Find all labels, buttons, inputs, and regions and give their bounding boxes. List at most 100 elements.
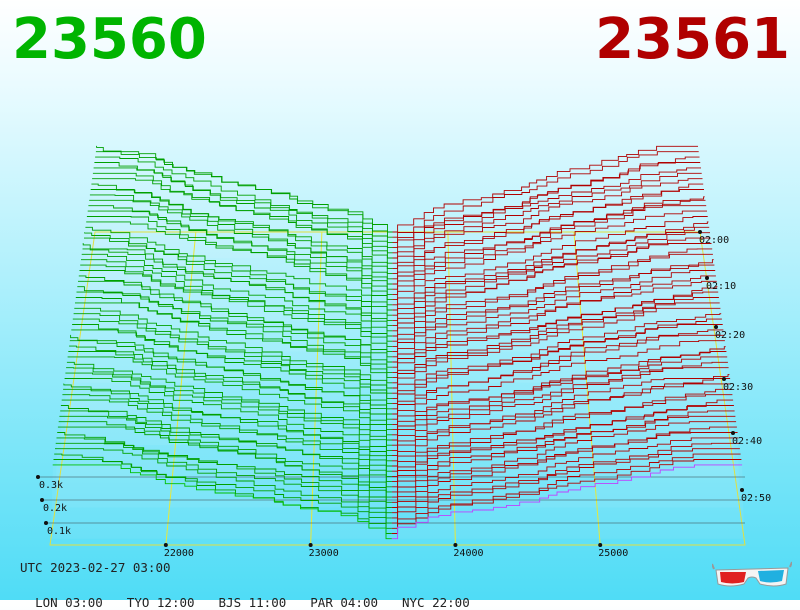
ask-depth-line	[392, 253, 713, 337]
bid-depth-line	[80, 264, 393, 347]
bid-depth-line	[78, 280, 393, 363]
ask-depth-line	[391, 453, 741, 529]
chart-lines	[52, 145, 743, 540]
price-tick-label: 22000	[164, 548, 194, 559]
bid-depth-line	[93, 167, 393, 254]
ask-depth-line	[391, 464, 743, 540]
ask-depth-line	[392, 378, 731, 457]
bid-depth-line	[59, 415, 392, 493]
bid-depth-line	[68, 351, 393, 431]
tz-london: LON 03:00	[35, 595, 103, 610]
bid-depth-line	[90, 189, 393, 275]
bid-depth-line	[81, 253, 393, 337]
bid-price: 23560	[12, 7, 207, 72]
bid-depth-line	[64, 378, 392, 457]
ask-depth-line	[392, 367, 729, 446]
ask-depth-line	[392, 340, 725, 420]
bid-depth-line	[62, 394, 392, 472]
bid-depth-line	[69, 340, 393, 420]
bid-depth-line	[87, 210, 393, 295]
ask-depth-fill	[391, 464, 745, 539]
time-tick-label: 02:10	[706, 281, 736, 292]
time-tick-label: 02:00	[699, 235, 729, 246]
bid-depth-line	[95, 151, 393, 238]
tz-newyork: NYC 22:00	[402, 595, 470, 610]
ask-depth-line	[391, 426, 737, 503]
ask-depth-line	[391, 437, 739, 514]
ask-price: 23561	[595, 7, 790, 72]
bid-depth-line	[57, 432, 392, 508]
ask-depth-line	[391, 421, 737, 498]
ask-depth-line	[392, 226, 710, 311]
ask-depth-fill	[392, 173, 704, 258]
price-gridline	[165, 231, 197, 546]
ask-depth-line	[392, 302, 720, 384]
ask-depth-line	[392, 388, 732, 467]
chart-labels: 22000 23000 24000 25000 0.1k 0.2k 0.3k 02:00 02:…	[36, 230, 771, 559]
tz-tokyo: TYO 12:00	[126, 595, 195, 610]
bid-depth-line	[57, 426, 392, 503]
bid-depth-fill	[68, 335, 393, 414]
bid-depth-line	[95, 156, 393, 243]
bid-depth-fill	[91, 173, 393, 258]
depth-tick-label: 0.2k	[43, 503, 67, 514]
ask-depth-line	[392, 280, 717, 363]
ask-depth-line	[392, 313, 722, 394]
bid-depth-line	[85, 226, 393, 311]
bid-depth-line	[72, 318, 393, 399]
bid-depth-line	[91, 183, 393, 269]
ask-depth-line	[392, 291, 719, 373]
bid-depth-line	[56, 437, 392, 514]
ask-depth-line	[392, 145, 698, 233]
ask-depth-line	[392, 374, 730, 451]
time-tick-dot	[714, 325, 718, 329]
ask-depth-line	[392, 167, 701, 254]
ask-depth-line	[392, 297, 719, 379]
ask-depth-line	[392, 270, 716, 353]
bid-depth-line	[84, 232, 393, 316]
ask-depth-line	[392, 394, 733, 472]
depth-tick-label: 0.3k	[39, 480, 63, 491]
ask-depth-line	[392, 259, 714, 342]
ask-depth-line	[392, 199, 706, 285]
bid-depth-line	[94, 162, 393, 249]
ask-depth-line	[391, 459, 742, 534]
bid-depth-line	[74, 307, 393, 389]
ask-depth-line	[392, 356, 728, 436]
ask-depth-line	[392, 307, 721, 389]
ask-depth-line	[392, 216, 708, 301]
bid-depth-fill	[55, 432, 392, 508]
ask-depth-line	[392, 351, 727, 431]
ask-depth-line	[392, 232, 710, 316]
bid-depth-line	[63, 388, 392, 467]
ask-depth-line	[391, 442, 740, 519]
time-tick-dot	[722, 377, 726, 381]
bid-depth-line	[77, 286, 393, 368]
bid-depth-line	[65, 372, 392, 451]
tz-paris: PAR 04:00	[310, 595, 378, 610]
ask-depth-line	[392, 162, 701, 249]
bid-depth-line	[60, 410, 392, 488]
3d-glasses-icon[interactable]	[712, 560, 792, 592]
bid-depth-fill	[50, 464, 392, 539]
bid-depth-line	[92, 178, 393, 264]
depth-tick-dot	[36, 475, 40, 479]
ask-depth-line	[391, 399, 734, 477]
ask-depth-line	[392, 264, 715, 347]
ask-depth-line	[392, 324, 723, 405]
time-tick-dot	[705, 276, 709, 280]
ask-depth-line	[392, 189, 704, 275]
time-tick-dot	[740, 488, 744, 492]
price-tick-dot	[308, 543, 313, 547]
depth-tick-dot	[40, 498, 44, 502]
ask-depth-fill	[392, 335, 727, 414]
time-tick-label: 02:40	[732, 436, 762, 447]
bid-depth-line	[52, 464, 392, 540]
bid-depth-line	[67, 356, 392, 436]
ask-depth-line	[391, 415, 736, 493]
tz-beijing: BJS 11:00	[218, 595, 287, 610]
ask-depth-line	[392, 383, 731, 462]
utc-time: UTC 2023-02-27 03:00	[20, 560, 171, 575]
time-tick-dot	[731, 431, 735, 435]
